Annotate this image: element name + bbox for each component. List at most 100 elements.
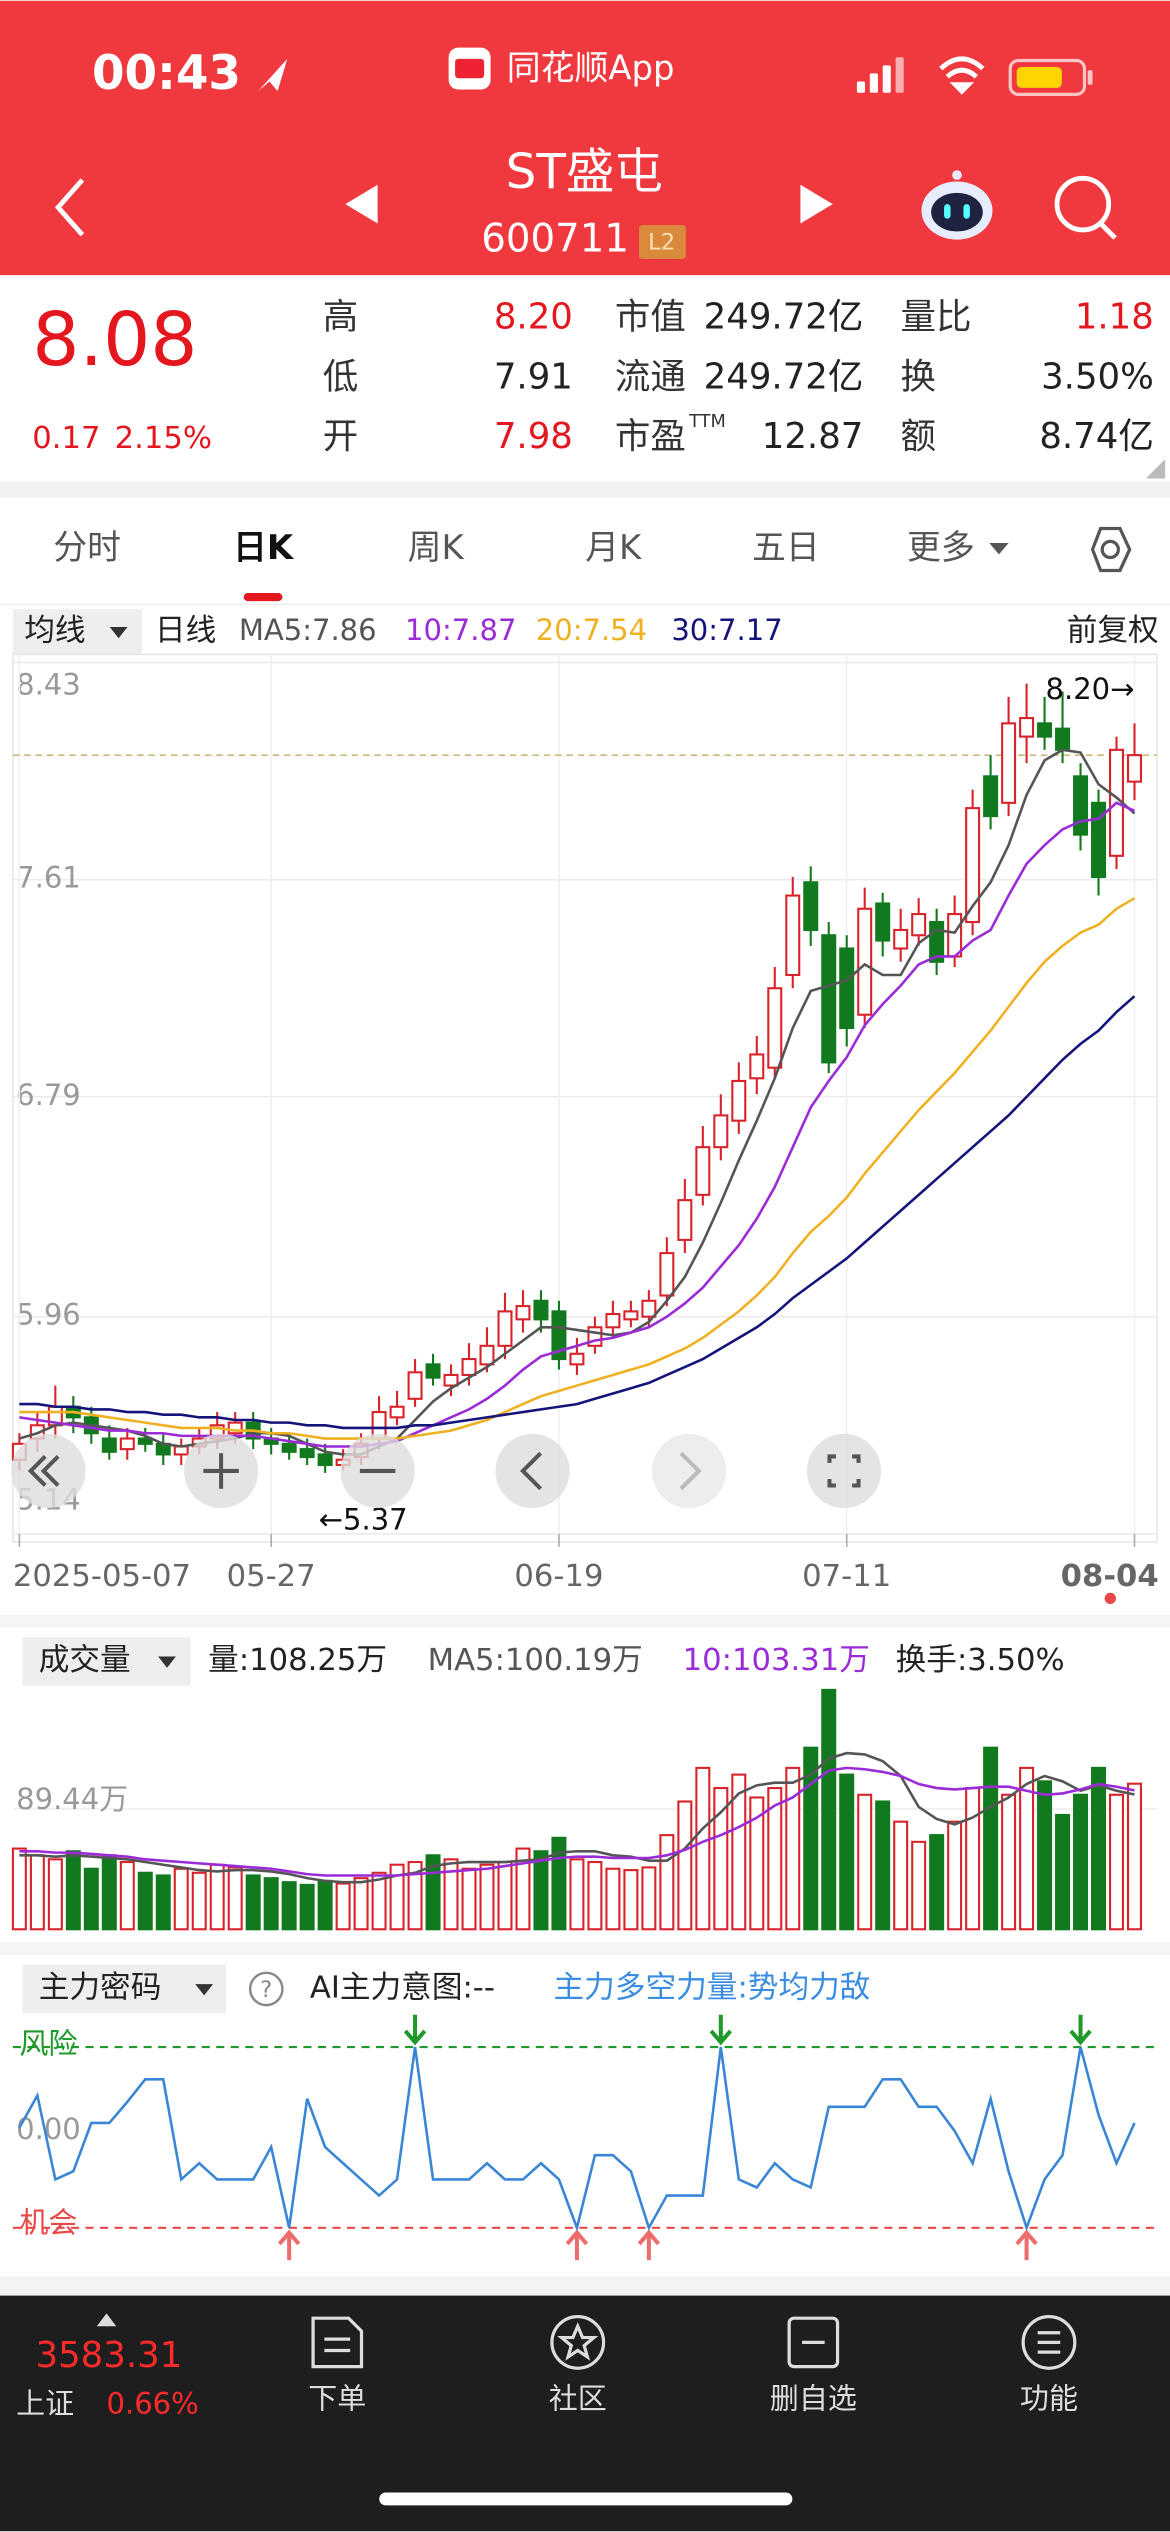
- annotation: ←5.37: [319, 1502, 408, 1536]
- tab[interactable]: 分时: [53, 528, 121, 567]
- y-tick-label: 89.44万: [16, 1782, 128, 1816]
- fullscreen-button[interactable]: [806, 1433, 882, 1509]
- volume-bar: [695, 1766, 711, 1931]
- adjust[interactable]: 前复权: [1067, 613, 1159, 648]
- volume-bar: [245, 1874, 261, 1931]
- settings-button[interactable]: [1090, 526, 1132, 573]
- volume-bar: [929, 1834, 945, 1931]
- separator: [0, 1614, 1170, 1628]
- volume-bar: [47, 1858, 63, 1931]
- index-value[interactable]: 3583.31: [36, 2335, 183, 2376]
- volume-bar: [983, 1746, 999, 1931]
- legend-entry: 20:7.54: [536, 613, 647, 647]
- annotation: 8.20→: [1046, 672, 1135, 706]
- tab[interactable]: 周K: [408, 528, 465, 567]
- left-button[interactable]: [495, 1433, 570, 1509]
- volume-bar: [497, 1860, 513, 1931]
- y-tick-label: 5.96: [16, 1298, 81, 1332]
- legend-entry: 10:103.31万: [683, 1643, 870, 1678]
- stat-label: 流通: [615, 356, 686, 397]
- tab[interactable]: 月K: [585, 528, 642, 567]
- stat-label: 低: [323, 356, 359, 397]
- help: ?: [260, 1977, 272, 2003]
- stock-code: 600711: [481, 217, 629, 262]
- stat-sup: TTM: [688, 412, 726, 432]
- selector-arrow: [158, 1656, 176, 1668]
- volume-chart: 89.44万 MA5:100.19万 10:103.31万: [11, 1643, 1158, 1931]
- candle-body: [461, 1358, 477, 1377]
- status-time: 00:43: [92, 47, 241, 101]
- change-pct: 2.15%: [115, 421, 212, 456]
- intent: AI主力意图:--: [310, 1970, 495, 2005]
- rewind-button[interactable]: [11, 1433, 86, 1509]
- next-stock[interactable]: [800, 184, 833, 224]
- stat-label: 市盈: [615, 416, 686, 457]
- separator: [0, 481, 1170, 498]
- candle-body: [803, 881, 819, 932]
- volume-bar: [29, 1854, 45, 1931]
- nav-item[interactable]: 下单: [308, 2381, 366, 2415]
- candle-body: [893, 928, 909, 950]
- stat-label: 额: [900, 416, 936, 457]
- volume-bar: [1091, 1766, 1107, 1931]
- stat-label: 量比: [900, 297, 971, 338]
- candle-body: [875, 902, 891, 942]
- nav-item[interactable]: 社区: [549, 2381, 607, 2415]
- legend-entry: 30:7.17: [671, 613, 782, 647]
- candle-body: [137, 1437, 153, 1445]
- volume-bar: [803, 1746, 819, 1931]
- candle-body: [695, 1146, 711, 1196]
- stat-label: 换: [900, 356, 936, 397]
- separator: [0, 2276, 1170, 2296]
- candle-body: [119, 1437, 135, 1451]
- indicator-line: [18, 2046, 1136, 2233]
- volume-ma-line: [19, 1751, 1135, 1884]
- candle-body: [389, 1405, 405, 1419]
- battery-icon: [1008, 58, 1087, 96]
- volume-bar: [713, 1787, 729, 1931]
- indicator-selector: 主力密码: [39, 1970, 162, 2005]
- search-button[interactable]: [1054, 175, 1117, 240]
- right-button[interactable]: [651, 1433, 727, 1509]
- index-arrow: [96, 2313, 117, 2327]
- zoom-in-icon: [203, 1453, 239, 1489]
- candle-body: [623, 1310, 639, 1321]
- volume-bar: [479, 1863, 495, 1931]
- prev-stock[interactable]: [345, 184, 378, 224]
- candle-body: [911, 913, 927, 937]
- badge-bg: [639, 225, 686, 259]
- y-tick-label: 7.61: [16, 861, 81, 895]
- volume-bar: [443, 1858, 459, 1931]
- candle-body: [983, 775, 999, 818]
- ma-line: [19, 995, 1136, 1430]
- volume-bar: [1055, 1813, 1071, 1931]
- volume-bar: [299, 1883, 315, 1931]
- volume-ma-line: [19, 1766, 1135, 1877]
- candle-body: [101, 1437, 117, 1453]
- robot-icon[interactable]: [921, 170, 993, 240]
- battery-level: [1016, 66, 1062, 88]
- volume-bar: [1073, 1793, 1089, 1931]
- candle-body: [1037, 722, 1053, 738]
- more-arrow: [989, 543, 1009, 555]
- nav-item[interactable]: 功能: [1020, 2381, 1078, 2415]
- stat-value: 8.20: [494, 297, 573, 338]
- volume-bar: [281, 1881, 297, 1931]
- tab[interactable]: 更多: [907, 528, 975, 567]
- candle-body: [479, 1344, 495, 1366]
- candle-body: [1091, 801, 1107, 879]
- legend-entry: 10:7.87: [405, 613, 516, 647]
- nav-item[interactable]: 删自选: [770, 2381, 857, 2415]
- price-chart: 8.437.616.795.965.142025-05-0705-2706-19…: [11, 613, 1159, 1594]
- help-icon[interactable]: [248, 1971, 284, 2007]
- price-frame: [12, 653, 1158, 1543]
- back-button[interactable]: [54, 178, 85, 237]
- tab[interactable]: 五日: [752, 528, 820, 567]
- tab[interactable]: 日K: [233, 528, 295, 567]
- indicator-selector-bg[interactable]: [22, 1964, 226, 2014]
- candle-body: [605, 1312, 621, 1329]
- volume-bar: [533, 1850, 549, 1931]
- chart-controls: [11, 1433, 882, 1509]
- status-app: 同花顺App: [507, 49, 675, 88]
